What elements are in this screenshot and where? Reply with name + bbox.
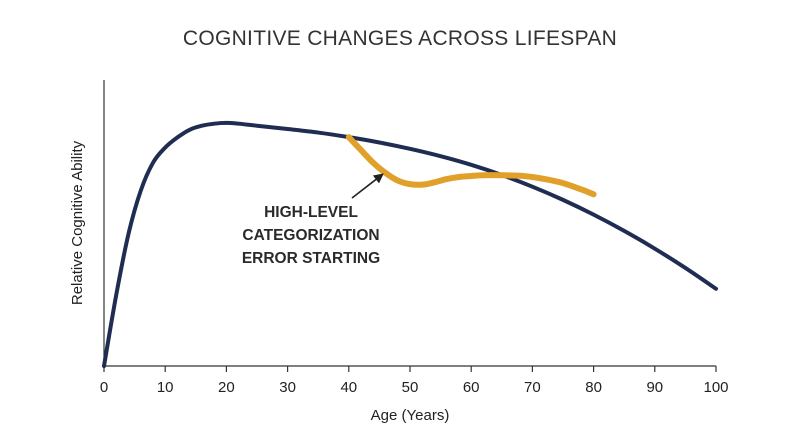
x-tick-label: 20 (218, 379, 235, 396)
annotation-arrow (351, 173, 384, 199)
annotation-text: HIGH-LEVEL CATEGORIZATION ERROR STARTING (242, 204, 380, 267)
axes (103, 80, 716, 367)
x-tick-label: 90 (646, 379, 663, 396)
x-tick-label: 30 (279, 379, 296, 396)
x-tick-label: 80 (585, 379, 602, 396)
x-tick-label: 40 (340, 379, 357, 396)
annotation-line: CATEGORIZATION (242, 227, 379, 244)
annotation-line: HIGH-LEVEL (264, 204, 358, 221)
annotation: HIGH-LEVEL CATEGORIZATION ERROR STARTING (242, 173, 384, 267)
x-tick-label: 70 (524, 379, 541, 396)
series-line-cognitive-ability (102, 120, 718, 368)
x-tick-label: 60 (463, 379, 480, 396)
x-tick-label: 0 (100, 379, 108, 396)
x-axis-label: Age (Years) (371, 407, 450, 424)
x-tick-label: 10 (157, 379, 174, 396)
chart-title: COGNITIVE CHANGES ACROSS LIFESPAN (182, 27, 618, 50)
x-tick-label: 50 (402, 379, 419, 396)
series-line-categorization-error (345, 134, 597, 198)
y-axis-label: Relative Cognitive Ability (69, 140, 86, 305)
x-ticks: 0 10 20 30 40 50 60 70 80 90 100 (100, 366, 729, 396)
annotation-line: ERROR STARTING (242, 250, 380, 267)
series (102, 120, 718, 368)
x-tick-label: 100 (703, 379, 728, 396)
